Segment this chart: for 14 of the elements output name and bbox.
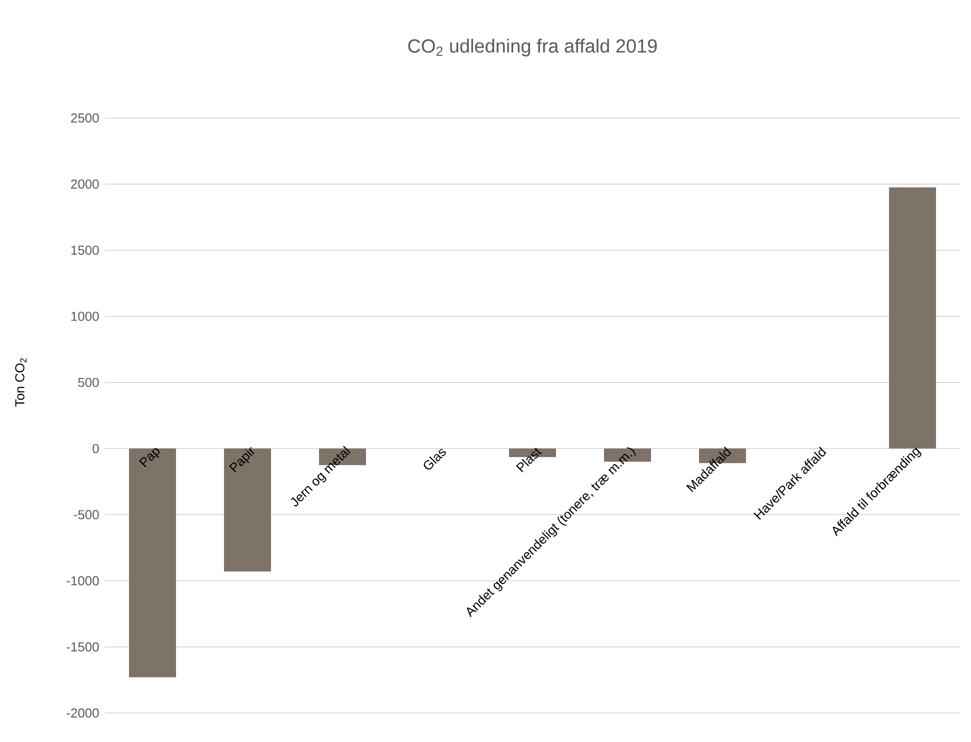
- x-tick-label: Glas: [424, 448, 446, 470]
- y-tick-label: -2000: [66, 708, 99, 718]
- y-tick-label: -500: [74, 510, 99, 520]
- y-axis-title: Ton CO$_{2}$: [15, 358, 26, 407]
- y-tick-label: 1500: [71, 246, 99, 255]
- y-tick-label: 0: [92, 444, 99, 454]
- y-tick-label: 500: [78, 378, 99, 388]
- x-tick-label: Pap: [139, 448, 160, 468]
- y-tick-label: 2000: [71, 180, 99, 189]
- y-tick-label: -1000: [66, 576, 99, 586]
- y-tick-label: 2500: [71, 113, 99, 123]
- chart-title: CO$_{2}$ udledning fra affald 2019: [408, 38, 657, 56]
- y-tick-label: 1000: [71, 312, 99, 321]
- y-tick-label: -1500: [66, 642, 99, 652]
